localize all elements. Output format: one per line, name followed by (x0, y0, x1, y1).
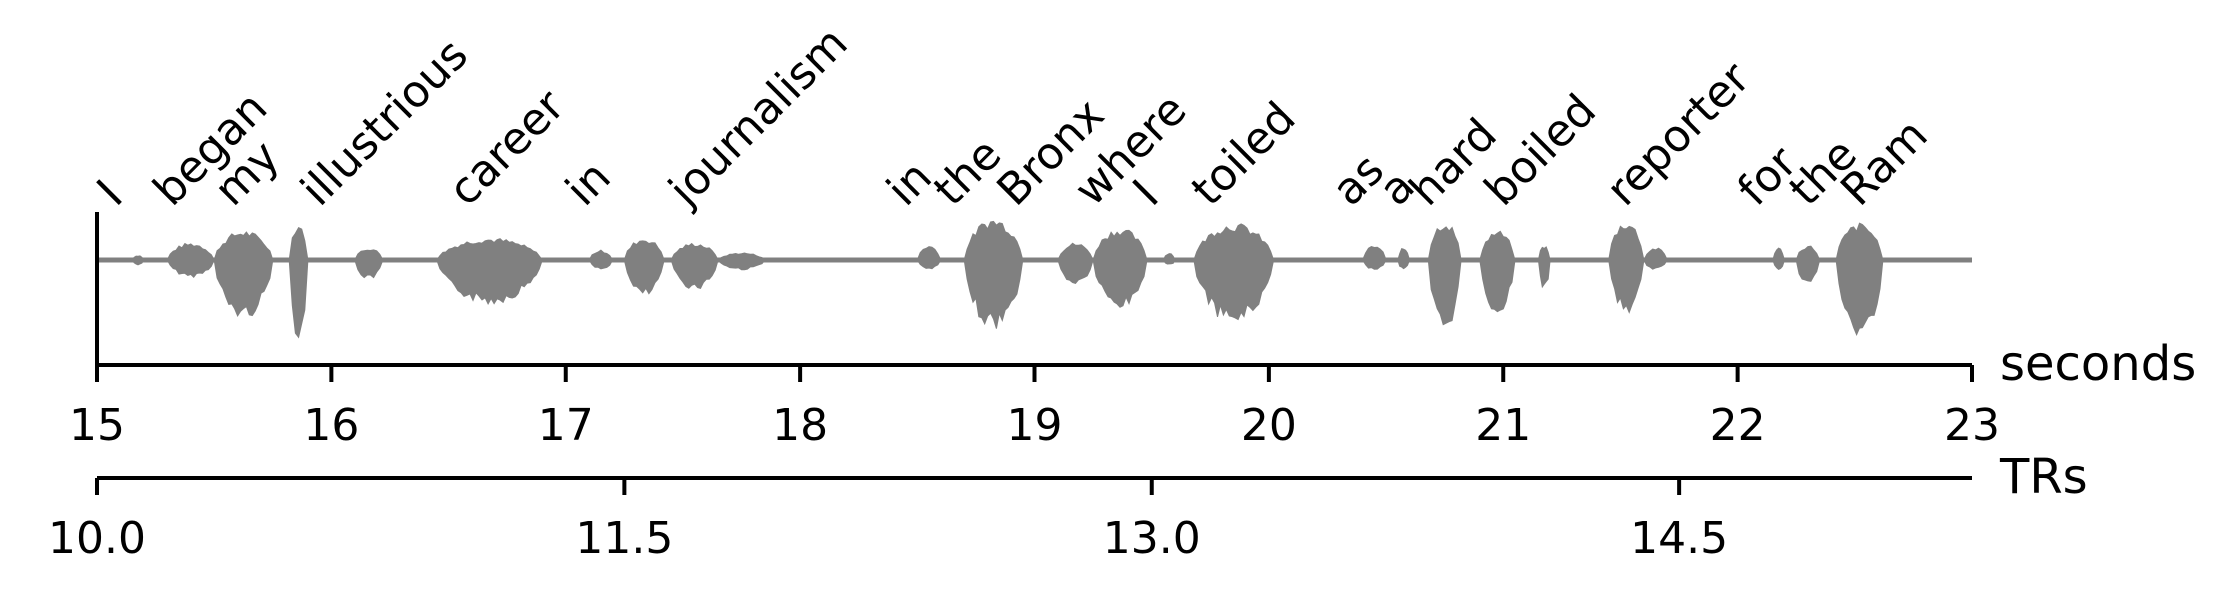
waveform-burst (166, 242, 215, 278)
waveform-burst (1162, 253, 1176, 265)
waveform-burst (1537, 246, 1551, 289)
trs-tick-label: 11.5 (575, 513, 673, 564)
waveform-burst (288, 226, 309, 339)
trs-axis-label: TRs (1999, 449, 2088, 505)
seconds-axis-label: seconds (2000, 336, 2196, 392)
trs-axis: 10.0 11.5 13.0 14.5 TRs (48, 449, 2088, 564)
waveform-burst (354, 249, 384, 279)
seconds-tick-label: 20 (1241, 400, 1297, 451)
waveform-burst (1362, 246, 1387, 270)
trs-tick-label: 10.0 (48, 513, 146, 564)
waveform-burst (1479, 230, 1516, 313)
trs-tick-label: 13.0 (1103, 513, 1201, 564)
waveform-burst (1057, 242, 1094, 284)
seconds-tick-label: 15 (69, 400, 125, 451)
trs-ticks: 10.0 11.5 13.0 14.5 (48, 478, 1728, 564)
waveform-burst (1835, 222, 1884, 336)
waveform-burst (963, 220, 1024, 329)
waveform-burst (1092, 229, 1148, 308)
seconds-tick-label: 21 (1475, 400, 1531, 451)
seconds-tick-label: 23 (1944, 400, 2000, 451)
waveform-burst (1397, 247, 1411, 270)
word-label: career (439, 80, 575, 216)
waveform-burst (213, 231, 274, 317)
trs-tick-label: 14.5 (1630, 513, 1728, 564)
waveform-burst (588, 249, 614, 270)
word-label: I (87, 171, 132, 216)
word-label: reporter (1597, 52, 1761, 216)
waveform-burst (1795, 245, 1821, 282)
seconds-tick-label: 19 (1007, 400, 1063, 451)
seconds-axis: 15 16 17 18 19 20 21 22 23 seconds (69, 336, 2196, 451)
waveform-burst (131, 255, 145, 266)
seconds-tick-label: 17 (538, 400, 594, 451)
waveform-burst (1608, 225, 1645, 314)
seconds-tick-label: 16 (303, 400, 359, 451)
word-label: in (556, 151, 620, 215)
waveform-burst (436, 238, 543, 305)
waveform-burst (1193, 223, 1275, 321)
seconds-tick-label: 18 (772, 400, 828, 451)
waveform-burst (1643, 247, 1668, 270)
word-label: Ram (1831, 109, 1937, 215)
seconds-ticks: 15 16 17 18 19 20 21 22 23 (69, 365, 2000, 451)
waveform-burst (717, 252, 766, 271)
waveform-burst (670, 242, 719, 289)
waveform-burst (916, 246, 942, 270)
seconds-tick-label: 22 (1710, 400, 1766, 451)
audio-waveform (97, 220, 1972, 339)
word-label: I (1123, 171, 1168, 216)
word-label: journalism (659, 17, 858, 216)
waveform-burst (1772, 247, 1786, 270)
waveform-burst (1427, 226, 1462, 326)
waveform-burst (623, 240, 665, 295)
word-label: toiled (1182, 92, 1305, 215)
